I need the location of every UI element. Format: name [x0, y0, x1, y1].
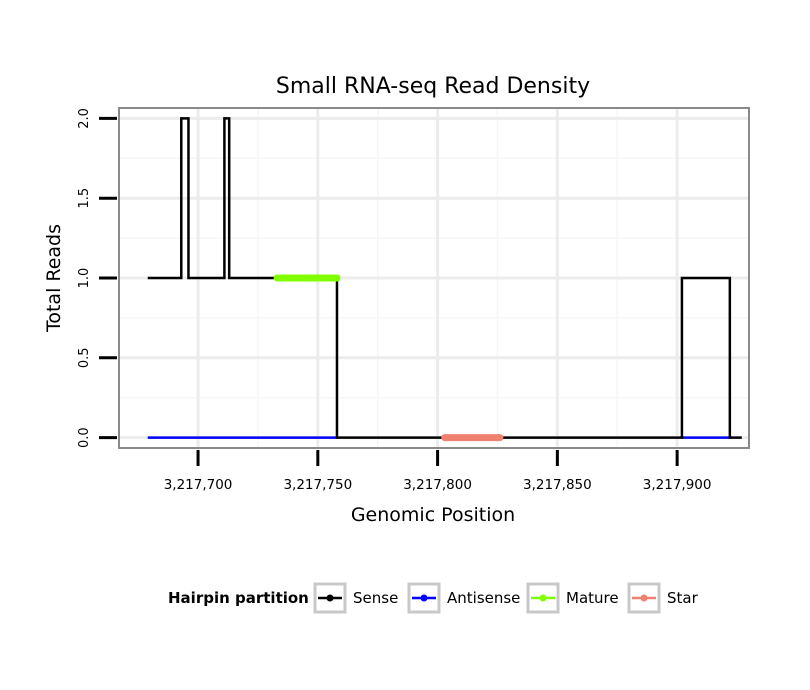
- legend-key-point: [420, 594, 428, 602]
- x-tick-label: 3,217,900: [643, 477, 712, 493]
- y-tick-label: 1.0: [77, 268, 92, 289]
- legend-item-sense: Sense: [313, 582, 398, 614]
- y-tick-label: 0.0: [77, 427, 92, 448]
- legend-item-mature: Mature: [526, 582, 619, 614]
- legend-key-point: [539, 594, 547, 602]
- chart-title: Small RNA-seq Read Density: [276, 74, 590, 99]
- x-axis-label: Genomic Position: [351, 504, 515, 526]
- x-tick-label: 3,217,800: [403, 477, 472, 493]
- y-tick-label: 1.5: [77, 188, 92, 209]
- y-axis-label: Total Reads: [43, 224, 65, 333]
- series-layer: [147, 117, 742, 442]
- x-tick-label: 3,217,700: [164, 477, 233, 493]
- legend-label: Mature: [566, 589, 619, 607]
- legend-title: Hairpin partition: [168, 589, 309, 607]
- grid-minor: [119, 108, 749, 448]
- legend-item-star: Star: [627, 582, 699, 614]
- x-tick-label: 3,217,850: [523, 477, 592, 493]
- legend-key-point: [326, 594, 334, 602]
- legend-label: Sense: [353, 589, 398, 607]
- legend-item-antisense: Antisense: [407, 582, 520, 614]
- y-tick-label: 2.0: [77, 108, 92, 129]
- legend-label: Antisense: [447, 589, 520, 607]
- x-tick-label: 3,217,750: [283, 477, 352, 493]
- legend: Hairpin partition Sense Antisense Mature St…: [168, 582, 699, 614]
- plot-border: [118, 107, 750, 449]
- series-line-sense: [147, 117, 742, 439]
- legend-key-point: [640, 594, 648, 602]
- legend-label: Star: [667, 589, 699, 607]
- x-axis: 3,217,700 3,217,750 3,217,800 3,217,850 3,21…: [164, 450, 712, 493]
- y-tick-label: 0.5: [77, 347, 92, 368]
- y-axis: 0.0 0.5 1.0 1.5 2.0: [77, 108, 117, 448]
